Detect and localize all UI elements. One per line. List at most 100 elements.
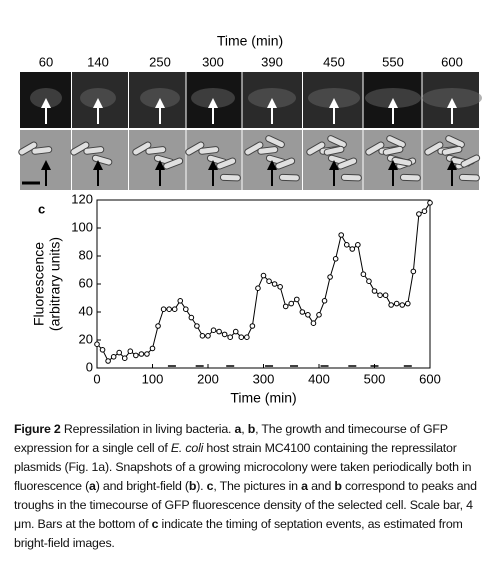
caption-run: b (334, 479, 342, 493)
caption: Figure 2 Repressilation in living bacter… (14, 420, 486, 553)
data-point (421, 208, 428, 214)
time-title: Time (min) (217, 33, 283, 49)
cell (424, 141, 444, 156)
data-point (127, 348, 134, 355)
time-label: 450 (323, 54, 345, 69)
caption-run: , (241, 422, 248, 436)
y-axis-label: Fluorescence (31, 242, 47, 326)
arrow-head (93, 160, 103, 170)
cell (340, 173, 362, 182)
time-label: 390 (261, 54, 283, 69)
caption-run: Repressilation in living bacteria. (60, 422, 235, 436)
data-point (110, 354, 117, 360)
cell (185, 141, 205, 156)
cell (163, 157, 184, 170)
cell (391, 156, 413, 167)
data-point (410, 268, 417, 275)
data-point (382, 292, 389, 299)
cell (198, 146, 220, 155)
data-point (177, 298, 184, 304)
caption-run: a (89, 479, 96, 493)
arrow-head (267, 98, 277, 108)
data-point (277, 284, 283, 290)
x-tick-label: 300 (253, 371, 275, 386)
data-point (416, 211, 422, 217)
arrow-head (155, 160, 165, 170)
cell (83, 146, 105, 155)
arrow-head (329, 160, 339, 170)
arrow-head (388, 160, 398, 170)
arrow-head (208, 98, 218, 108)
x-tick-label: 0 (93, 371, 100, 386)
data-point (305, 312, 311, 318)
data-point (327, 274, 333, 280)
data-point (194, 323, 200, 329)
x-tick-label: 500 (364, 371, 386, 386)
data-point (116, 349, 122, 356)
panel-label: c (38, 201, 45, 216)
caption-run: b (188, 479, 197, 493)
caption-run: a (234, 422, 242, 436)
time-label: 60 (39, 54, 53, 69)
cell (265, 135, 285, 149)
cell (18, 141, 38, 156)
cell (132, 141, 152, 156)
data-point (366, 278, 372, 285)
data-point (260, 272, 267, 279)
cell (399, 173, 421, 182)
x-tick-label: 400 (308, 371, 330, 386)
cell (91, 154, 113, 166)
cell (306, 141, 326, 156)
data-point (310, 320, 317, 327)
data-point (188, 314, 195, 321)
data-point (388, 302, 394, 308)
cell (216, 157, 237, 170)
cell (145, 146, 167, 155)
caption-run: , The growth and timecourse of GFP expre… (14, 422, 448, 455)
y-tick-label: 80 (79, 247, 93, 262)
data-point (238, 334, 245, 341)
data-point (105, 358, 111, 364)
cell (219, 173, 241, 182)
cell (327, 135, 347, 149)
cell (382, 145, 404, 156)
caption-run: and (307, 479, 335, 493)
x-axis-label: Time (min) (230, 390, 296, 406)
data-point (360, 271, 367, 278)
data-point (266, 278, 272, 285)
cell (445, 135, 465, 149)
data-point (288, 300, 295, 307)
caption-run: correspond to peaks and troughs in the t… (14, 479, 477, 531)
data-point (299, 309, 306, 315)
caption-run: indicate the timing of septation events,… (14, 517, 463, 550)
data-point (232, 328, 239, 335)
data-point (121, 355, 128, 362)
data-point (144, 351, 150, 357)
data-point (271, 281, 278, 287)
data-point (205, 333, 211, 339)
arrow-head (447, 160, 457, 170)
data-point (249, 323, 256, 329)
arrow-head (41, 160, 51, 170)
data-point (160, 306, 167, 313)
caption-run: , The pictures in (213, 479, 302, 493)
y-tick-label: 60 (79, 275, 93, 290)
data-point (216, 328, 222, 335)
data-point (199, 333, 206, 339)
arrow-head (267, 160, 277, 170)
data-point (377, 292, 383, 299)
data-point (183, 306, 189, 313)
data-point (155, 323, 161, 329)
time-label: 600 (441, 54, 463, 69)
cell (31, 146, 53, 155)
data-point (399, 302, 406, 308)
caption-run: c (151, 517, 159, 531)
y-tick-label: 20 (79, 331, 93, 346)
time-label: 300 (202, 54, 224, 69)
y-axis-label: (arbitrary units) (47, 237, 63, 331)
data-point (321, 298, 328, 304)
cell (458, 173, 480, 182)
y-tick-label: 100 (71, 219, 93, 234)
caption-run: a (301, 479, 308, 493)
